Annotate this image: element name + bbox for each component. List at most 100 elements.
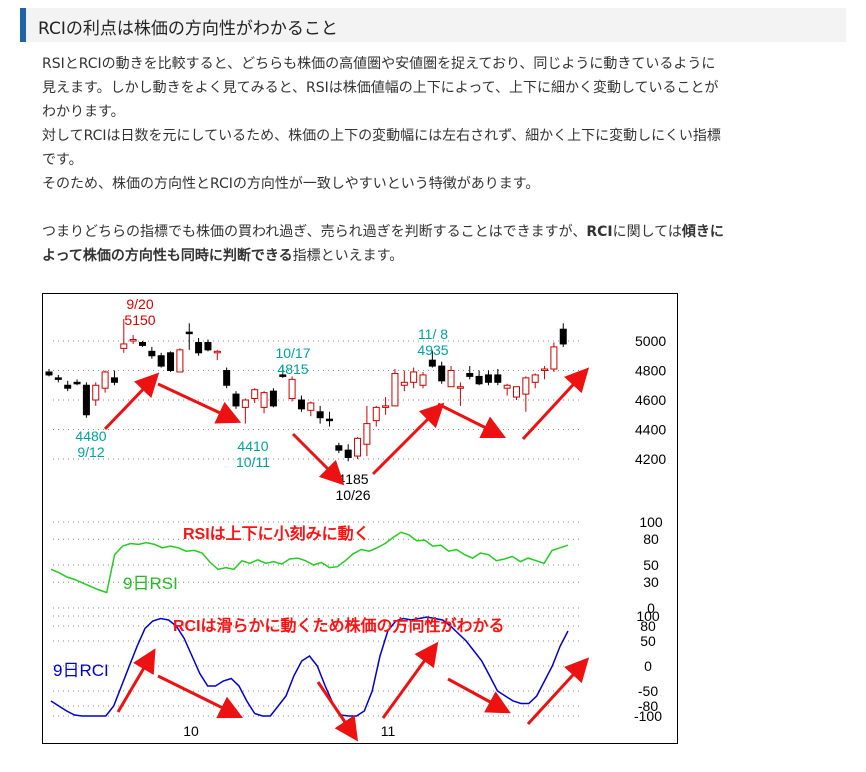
candle-body: [559, 328, 567, 345]
bold-run: よって株価の方向性も同時に判断できる: [42, 248, 293, 264]
text-run: に関しては: [612, 224, 682, 240]
rsi-tick-label: 30: [643, 574, 659, 590]
rci-tick-label: 50: [640, 633, 656, 649]
candle-body: [297, 399, 305, 410]
price-tick-label: 4800: [635, 363, 666, 379]
price-annotation: 10/17: [275, 345, 310, 361]
candle-body: [251, 389, 259, 400]
trend-arrow: [521, 367, 590, 441]
candle-body: [494, 374, 502, 383]
price-annotation: 4935: [417, 342, 448, 358]
paragraph-line: つまりどちらの指標でも株価の買われ過ぎ、売られ過ぎを判断することはできますが、R…: [42, 220, 832, 244]
candle-body: [344, 449, 352, 459]
candle-body: [204, 341, 212, 351]
candle-body: [419, 374, 427, 386]
spacer: [42, 196, 832, 220]
body-text: RSIとRCIの動きを比較すると、どちらも株価の高値圏や安値圏を捉えており、同じ…: [42, 52, 832, 268]
rsi-tick-label: 80: [643, 531, 659, 547]
stock-chart: 420044004600480050009/20515044809/1210/1…: [45, 296, 666, 742]
rsi-tick-label: 0: [647, 600, 655, 616]
candle-body: [148, 350, 156, 357]
chart-frame: 4200 4400 4600 4800 5000 9/20 5150 4480 9/12 10/1…: [42, 293, 678, 744]
candle-body: [269, 390, 277, 407]
text-run: 指標といえます。: [292, 248, 404, 264]
candle-body: [382, 405, 390, 408]
candle-body: [541, 368, 549, 372]
trend-arrow: [437, 402, 507, 439]
trend-arrow: [526, 657, 590, 726]
candle-body: [54, 377, 62, 380]
candle-body: [522, 377, 530, 395]
rci-tick-label: 80: [640, 618, 656, 634]
rci-tick-label: -50: [638, 683, 658, 699]
rsi-tick-label: 100: [639, 514, 663, 530]
rsi-caption: RSIは上下に小刻みに動く: [183, 524, 370, 543]
candle-body: [456, 386, 464, 389]
rsi-label: 9日RSI: [123, 574, 178, 593]
rci-line: [50, 616, 569, 717]
candle-body: [139, 341, 146, 346]
price-annotation: 9/12: [77, 444, 104, 460]
candle-body: [335, 445, 343, 451]
candle-body: [157, 355, 165, 367]
candle-body: [92, 384, 100, 401]
candle-body: [185, 331, 193, 335]
candle-body: [447, 370, 455, 388]
trend-arrow: [447, 677, 511, 714]
paragraph-line: です。: [42, 152, 83, 168]
candle-body: [120, 343, 128, 349]
x-tick-label: 10: [183, 723, 199, 739]
candle-body: [232, 393, 240, 407]
bold-run: RCI: [586, 224, 613, 240]
candle-body: [503, 384, 511, 389]
x-tick-label: 11: [381, 723, 396, 739]
rci-caption: RCIは滑らかに動くため株価の方向性がわかる: [173, 616, 505, 635]
section-heading: RCIの利点は株価の方向性がわかること: [20, 8, 846, 42]
candle-body: [400, 381, 408, 386]
price-annotation: 5150: [124, 312, 155, 328]
candle-body: [410, 371, 418, 383]
price-annotation: 4480: [75, 428, 106, 444]
trend-arrow: [381, 641, 439, 719]
trend-arrow: [316, 681, 359, 742]
section-heading-text: RCIの利点は株価の方向性がわかること: [38, 19, 338, 39]
candle-body: [466, 372, 474, 377]
price-annotation: 10/11: [236, 454, 270, 470]
candle-body: [73, 381, 81, 385]
price-annotation: 4185: [337, 471, 368, 487]
candle-body: [307, 402, 315, 411]
rci-label: 9日RCI: [53, 661, 109, 680]
trend-arrow: [157, 674, 244, 719]
candle-body: [101, 371, 109, 389]
candle-body: [288, 378, 296, 400]
trend-arrow: [116, 648, 156, 713]
paragraph-line: わかります。: [42, 104, 125, 120]
bold-run: 傾き: [681, 224, 710, 240]
rsi-line: [50, 531, 569, 594]
candle-body: [438, 365, 446, 382]
rci-tick-label: 0: [644, 658, 652, 674]
candle-body: [372, 406, 380, 422]
rci-tick-label: -80: [638, 698, 658, 714]
candle-body: [223, 370, 231, 386]
price-annotation: 9/20: [126, 296, 153, 312]
candle-body: [513, 386, 520, 398]
candle-body: [326, 418, 333, 422]
paragraph-line: そのため、株価の方向性とRCIの方向性が一致しやすいという特徴があります。: [42, 176, 540, 192]
candle-body: [82, 384, 90, 416]
trend-arrow: [371, 402, 445, 476]
price-tick-label: 4200: [635, 451, 666, 467]
candle-body: [316, 411, 324, 419]
candle-body: [363, 423, 371, 445]
price-annotation: 4410: [237, 438, 268, 454]
trend-arrow: [103, 372, 160, 431]
candle-body: [45, 371, 53, 376]
price-tick-label: 4600: [635, 392, 666, 408]
rci-tick-label: 100: [636, 608, 660, 624]
price-annotation: 10/26: [335, 487, 370, 503]
bold-run: に: [709, 224, 724, 240]
candle-body: [484, 374, 492, 383]
paragraph-line: 見えます。しかし動きをよく見てみると、RSIは株価値幅の上下によって、上下に細か…: [42, 80, 719, 96]
trend-arrow: [157, 382, 242, 424]
candle-body: [260, 392, 268, 408]
